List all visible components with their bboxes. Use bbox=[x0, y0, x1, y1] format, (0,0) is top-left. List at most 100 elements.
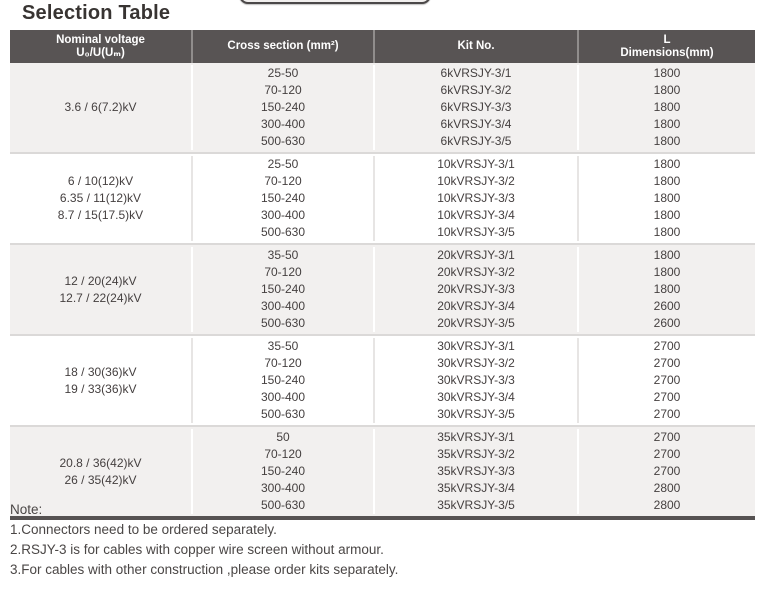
table-header-row: Nominal voltage U₀/U(Uₘ) Cross section (mm… bbox=[10, 30, 755, 63]
column-header-label: Nominal voltage bbox=[56, 33, 145, 46]
kit-no-value: 35kVRSJY-3/5 bbox=[437, 498, 515, 512]
voltage-value: 18 / 30(36)kV bbox=[64, 364, 137, 379]
dimensions-cell: 2700 2700 2700 2800 2800 bbox=[577, 429, 755, 514]
dimension-value: 2800 bbox=[653, 498, 681, 512]
voltage-value: 20.8 / 36(42)kV bbox=[59, 455, 142, 470]
voltage-value: 6.35 / 11(12)kV bbox=[59, 191, 142, 205]
voltage-cell: 20.8 / 36(42)kV 26 / 35(42)kV bbox=[10, 429, 191, 514]
column-header-dimensions: L Dimensions(mm) bbox=[577, 30, 755, 63]
dimensions-cell: 2700 2700 2700 2700 2700 bbox=[577, 338, 755, 423]
dimension-value: 2700 bbox=[653, 464, 681, 478]
kit-no-cell: 35kVRSJY-3/1 35kVRSJY-3/2 35kVRSJY-3/3 35kV… bbox=[373, 429, 577, 514]
kit-no-cell: 30kVRSJY-3/1 30kVRSJY-3/2 30kVRSJY-3/3 30kV… bbox=[373, 338, 577, 423]
voltage-value: 8.7 / 15(17.5)kV bbox=[57, 208, 144, 222]
cross-section-value: 35-50 bbox=[267, 248, 299, 262]
table-body: 3.6 / 6(7.2)kV 25-50 70-120 150-240 300-400 5… bbox=[10, 63, 755, 516]
cross-section-value: 70-120 bbox=[264, 356, 302, 370]
note-item: 2.RSJY-3 is for cables with copper wire … bbox=[10, 542, 384, 557]
cross-section-value: 300-400 bbox=[260, 390, 306, 404]
table-group-row: 20.8 / 36(42)kV 26 / 35(42)kV 50 70-120 150-… bbox=[10, 425, 755, 516]
dimension-value: 1800 bbox=[653, 117, 681, 131]
kit-no-value: 20kVRSJY-3/1 bbox=[437, 248, 515, 262]
voltage-cell: 6 / 10(12)kV 6.35 / 11(12)kV 8.7 / 15(17.5… bbox=[10, 156, 191, 241]
dimensions-cell: 1800 1800 1800 1800 1800 bbox=[577, 65, 755, 150]
cross-section-cell: 25-50 70-120 150-240 300-400 500-630 bbox=[191, 65, 373, 150]
table-group-row: 12 / 20(24)kV 12.7 / 22(24)kV 35-50 70-120 1… bbox=[10, 243, 755, 334]
kit-no-value: 20kVRSJY-3/2 bbox=[437, 265, 515, 279]
cross-section-value: 300-400 bbox=[260, 117, 306, 131]
voltage-cell: 3.6 / 6(7.2)kV bbox=[10, 65, 191, 150]
dimension-value: 2600 bbox=[653, 316, 681, 330]
column-header-label: L bbox=[663, 33, 671, 46]
dimension-value: 2700 bbox=[653, 407, 681, 421]
kit-no-cell: 10kVRSJY-3/1 10kVRSJY-3/2 10kVRSJY-3/3 10kV… bbox=[373, 156, 577, 241]
page-title: Selection Table bbox=[22, 2, 171, 24]
cross-section-value: 35-50 bbox=[267, 339, 299, 353]
dimension-value: 1800 bbox=[653, 282, 681, 296]
dimension-value: 1800 bbox=[653, 248, 681, 262]
cross-section-value: 25-50 bbox=[267, 66, 299, 80]
cross-section-cell: 50 70-120 150-240 300-400 500-630 bbox=[191, 429, 373, 514]
dimension-value: 1800 bbox=[653, 265, 681, 279]
cross-section-value: 50 bbox=[276, 430, 290, 444]
dimension-value: 2700 bbox=[653, 373, 681, 387]
column-header-kit-no: Kit No. bbox=[373, 30, 577, 63]
kit-no-value: 35kVRSJY-3/1 bbox=[437, 430, 515, 444]
cross-section-value: 300-400 bbox=[260, 208, 306, 222]
column-header-label: Kit No. bbox=[457, 40, 495, 52]
column-header-voltage: Nominal voltage U₀/U(Uₘ) bbox=[10, 30, 191, 63]
kit-no-value: 6kVRSJY-3/2 bbox=[440, 83, 512, 97]
cross-section-cell: 35-50 70-120 150-240 300-400 500-630 bbox=[191, 247, 373, 332]
cross-section-value: 500-630 bbox=[260, 316, 306, 330]
dimension-value: 1800 bbox=[653, 134, 681, 148]
note-item: 1.Connectors need to be ordered separate… bbox=[10, 522, 277, 537]
kit-no-value: 20kVRSJY-3/5 bbox=[437, 316, 515, 330]
column-header-cross-section: Cross section (mm²) bbox=[191, 30, 373, 63]
cross-section-value: 150-240 bbox=[260, 100, 306, 114]
dimension-value: 2700 bbox=[653, 339, 681, 353]
cross-section-cell: 35-50 70-120 150-240 300-400 500-630 bbox=[191, 338, 373, 423]
kit-no-cell: 20kVRSJY-3/1 20kVRSJY-3/2 20kVRSJY-3/3 20kV… bbox=[373, 247, 577, 332]
note-section: Note: 1.Connectors need to be ordered se… bbox=[10, 500, 398, 580]
dimension-value: 1800 bbox=[653, 225, 681, 239]
selection-table: Nominal voltage U₀/U(Uₘ) Cross section (mm… bbox=[10, 30, 755, 520]
kit-no-value: 6kVRSJY-3/3 bbox=[440, 100, 512, 114]
column-header-label: Dimensions(mm) bbox=[620, 46, 714, 59]
kit-no-value: 30kVRSJY-3/5 bbox=[437, 407, 515, 421]
voltage-value: 12.7 / 22(24)kV bbox=[59, 290, 142, 305]
voltage-value: 26 / 35(42)kV bbox=[64, 472, 137, 487]
cross-section-value: 70-120 bbox=[264, 174, 302, 188]
cross-section-value: 300-400 bbox=[260, 481, 306, 495]
note-list: 1.Connectors need to be ordered separate… bbox=[10, 520, 398, 580]
kit-no-value: 10kVRSJY-3/5 bbox=[437, 225, 515, 239]
dimension-value: 1800 bbox=[653, 100, 681, 114]
voltage-value: 12 / 20(24)kV bbox=[64, 273, 137, 288]
table-group-row: 6 / 10(12)kV 6.35 / 11(12)kV 8.7 / 15(17.5… bbox=[10, 152, 755, 243]
cross-section-value: 70-120 bbox=[264, 265, 302, 279]
dimensions-cell: 1800 1800 1800 1800 1800 bbox=[577, 156, 755, 241]
cross-section-cell: 25-50 70-120 150-240 300-400 500-630 bbox=[191, 156, 373, 241]
kit-no-value: 20kVRSJY-3/3 bbox=[437, 282, 515, 296]
voltage-cell: 18 / 30(36)kV 19 / 33(36)kV bbox=[10, 338, 191, 423]
kit-no-value: 20kVRSJY-3/4 bbox=[437, 299, 515, 313]
dimension-value: 2600 bbox=[653, 299, 681, 313]
kit-no-value: 10kVRSJY-3/2 bbox=[437, 174, 515, 188]
kit-no-value: 10kVRSJY-3/1 bbox=[437, 157, 515, 171]
dimension-value: 2700 bbox=[653, 430, 681, 444]
dimension-value: 1800 bbox=[653, 66, 681, 80]
dimension-value: 1800 bbox=[653, 208, 681, 222]
kit-no-value: 6kVRSJY-3/1 bbox=[440, 66, 512, 80]
cross-section-value: 150-240 bbox=[260, 191, 306, 205]
cross-section-value: 70-120 bbox=[264, 447, 302, 461]
kit-no-value: 35kVRSJY-3/3 bbox=[437, 464, 515, 478]
dimension-value: 2700 bbox=[653, 390, 681, 404]
column-header-label: U₀/U(Uₘ) bbox=[76, 46, 125, 59]
kit-no-value: 6kVRSJY-3/5 bbox=[440, 134, 512, 148]
note-heading: Note: bbox=[10, 502, 43, 517]
dimensions-cell: 1800 1800 1800 2600 2600 bbox=[577, 247, 755, 332]
cross-section-value: 25-50 bbox=[267, 157, 299, 171]
kit-no-value: 30kVRSJY-3/3 bbox=[437, 373, 515, 387]
kit-no-value: 10kVRSJY-3/4 bbox=[437, 208, 515, 222]
cross-section-value: 500-630 bbox=[260, 498, 306, 512]
